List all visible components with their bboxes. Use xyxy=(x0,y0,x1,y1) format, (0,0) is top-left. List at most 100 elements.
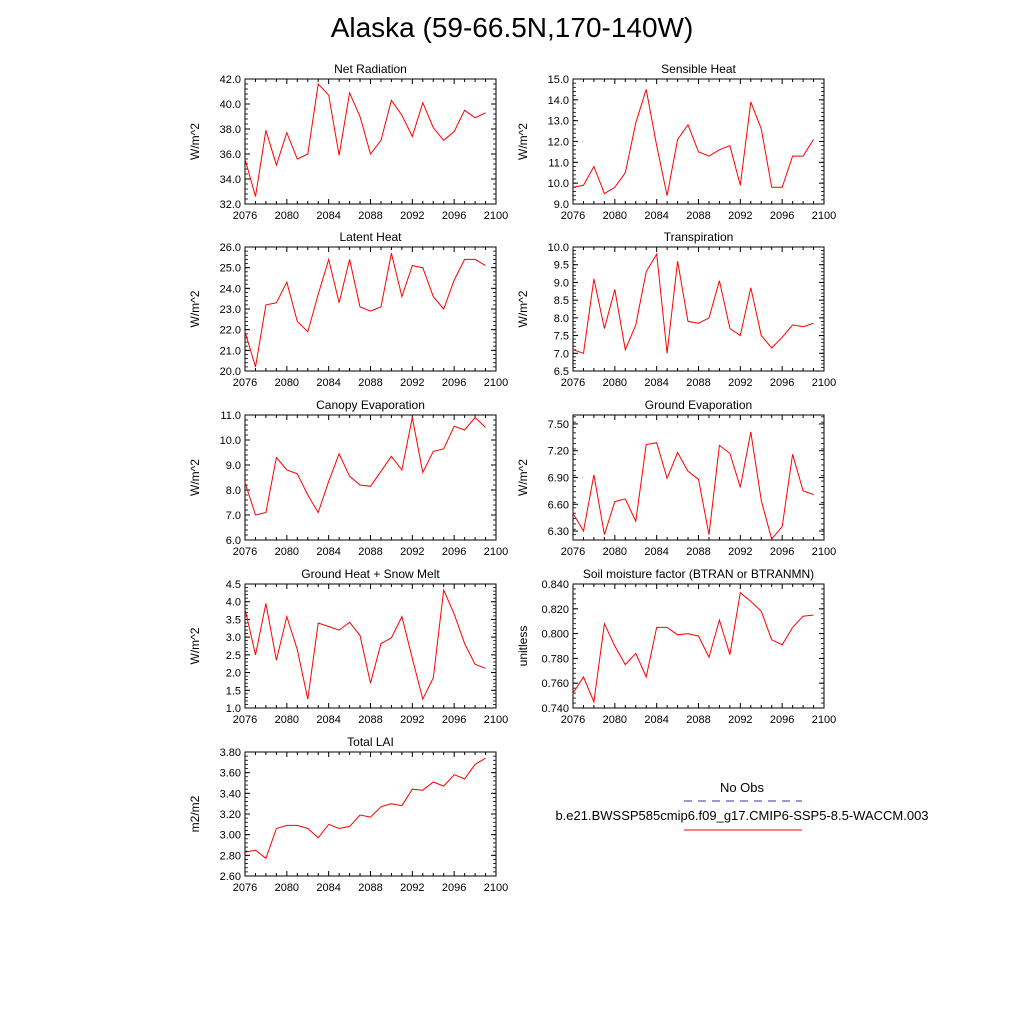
x-tick-label: 2080 xyxy=(275,714,299,726)
plot-frame xyxy=(572,78,825,205)
series-line xyxy=(244,253,486,368)
x-tick-label: 2092 xyxy=(400,882,424,894)
panel-title: Ground Evaporation xyxy=(645,398,752,412)
x-tick-label: 2080 xyxy=(603,714,627,726)
y-tick-label: 9.0 xyxy=(554,277,569,289)
panel-title: Canopy Evaporation xyxy=(316,398,425,412)
y-tick-label: 2.80 xyxy=(220,850,241,862)
y-axis-label: W/m^2 xyxy=(188,627,202,664)
plot-frame xyxy=(572,246,825,372)
y-tick-label: 22.0 xyxy=(220,325,241,337)
plot-frame xyxy=(572,414,825,541)
y-axis-label: W/m^2 xyxy=(516,459,530,496)
y-axis-label: unitless xyxy=(516,626,530,667)
y-tick-label: 11.0 xyxy=(220,410,241,422)
x-tick-label: 2084 xyxy=(316,546,340,558)
y-tick-label: 6.60 xyxy=(548,499,569,511)
y-tick-label: 9.0 xyxy=(226,460,241,472)
x-tick-label: 2100 xyxy=(484,546,508,558)
page-title: Alaska (59-66.5N,170-140W) xyxy=(330,12,694,43)
x-tick-label: 2100 xyxy=(484,377,508,389)
series-line xyxy=(244,82,486,197)
y-tick-label: 1.0 xyxy=(226,703,241,715)
y-axis-label: m2/m2 xyxy=(188,795,202,832)
panel-transpiration: Transpiration W/m^2 2076 2080 2084 2088 2092 20… xyxy=(516,230,836,389)
panel-title: Transpiration xyxy=(664,230,734,244)
y-tick-label: 8.0 xyxy=(226,485,241,497)
x-tick-label: 2076 xyxy=(233,377,257,389)
x-tick-label: 2076 xyxy=(561,546,585,558)
y-tick-label: 0.740 xyxy=(541,703,569,715)
y-tick-label: 9.0 xyxy=(554,199,569,211)
y-tick-label: 8.5 xyxy=(554,295,569,307)
x-tick-label: 2092 xyxy=(400,210,424,222)
x-tick-label: 2096 xyxy=(442,210,466,222)
y-tick-label: 3.40 xyxy=(220,788,241,800)
panel-title: Sensible Heat xyxy=(661,62,736,76)
y-tick-label: 7.0 xyxy=(554,348,569,360)
y-tick-label: 3.80 xyxy=(220,747,241,759)
y-tick-label: 23.0 xyxy=(220,304,241,316)
x-tick-label: 2100 xyxy=(484,210,508,222)
x-tick-label: 2076 xyxy=(233,210,257,222)
y-tick-label: 20.0 xyxy=(220,366,241,378)
x-tick-label: 2076 xyxy=(233,714,257,726)
panel-ground-heat-snow-melt: Ground Heat + Snow Melt W/m^2 2076 2080 2084… xyxy=(188,567,508,726)
series-line xyxy=(244,757,486,860)
y-tick-label: 12.0 xyxy=(548,137,569,149)
panel-title: Total LAI xyxy=(347,735,394,749)
y-tick-label: 7.50 xyxy=(548,419,569,431)
x-tick-label: 2096 xyxy=(770,546,794,558)
y-tick-label: 0.760 xyxy=(541,678,569,690)
x-tick-label: 2076 xyxy=(561,714,585,726)
y-axis-label: W/m^2 xyxy=(188,123,202,160)
y-tick-label: 4.0 xyxy=(226,597,241,609)
y-tick-label: 7.5 xyxy=(554,331,569,343)
y-axis-label: W/m^2 xyxy=(516,290,530,327)
x-tick-label: 2100 xyxy=(812,377,836,389)
x-tick-label: 2076 xyxy=(561,210,585,222)
y-tick-label: 40.0 xyxy=(220,99,241,111)
y-tick-label: 3.0 xyxy=(226,632,241,644)
series-line xyxy=(244,588,486,701)
panel-title: Soil moisture factor (BTRAN or BTRANMN) xyxy=(583,567,814,581)
y-tick-label: 24.0 xyxy=(220,283,241,295)
x-tick-label: 2084 xyxy=(644,714,668,726)
x-tick-label: 2088 xyxy=(686,546,710,558)
y-tick-label: 13.0 xyxy=(548,116,569,128)
x-tick-label: 2088 xyxy=(358,714,382,726)
y-tick-label: 11.0 xyxy=(548,157,569,169)
x-tick-label: 2100 xyxy=(812,210,836,222)
y-tick-label: 7.20 xyxy=(548,446,569,458)
x-tick-label: 2084 xyxy=(644,546,668,558)
x-tick-label: 2076 xyxy=(561,377,585,389)
y-tick-label: 34.0 xyxy=(220,174,241,186)
y-tick-label: 21.0 xyxy=(220,345,241,357)
plot-frame xyxy=(244,751,497,877)
series-line xyxy=(572,89,814,196)
x-tick-label: 2080 xyxy=(275,882,299,894)
y-tick-label: 15.0 xyxy=(548,74,569,86)
x-tick-label: 2100 xyxy=(812,546,836,558)
y-tick-label: 42.0 xyxy=(220,74,241,86)
x-tick-label: 2076 xyxy=(233,882,257,894)
y-tick-label: 10.0 xyxy=(220,435,241,447)
y-tick-label: 2.60 xyxy=(220,871,241,883)
x-tick-label: 2084 xyxy=(644,210,668,222)
y-tick-label: 6.0 xyxy=(226,535,241,547)
x-tick-label: 2096 xyxy=(770,377,794,389)
y-tick-label: 9.5 xyxy=(554,260,569,272)
panel-title: Net Radiation xyxy=(334,62,407,76)
y-tick-label: 25.0 xyxy=(220,263,241,275)
y-axis-label: W/m^2 xyxy=(188,290,202,327)
y-tick-label: 8.0 xyxy=(554,313,569,325)
panel-canopy-evaporation: Canopy Evaporation W/m^2 2076 2080 2084 2088 2… xyxy=(188,398,508,558)
x-tick-label: 2084 xyxy=(316,210,340,222)
y-tick-label: 3.20 xyxy=(220,809,241,821)
x-tick-label: 2100 xyxy=(812,714,836,726)
y-tick-label: 3.5 xyxy=(226,614,241,626)
y-tick-label: 14.0 xyxy=(548,95,569,107)
x-tick-label: 2100 xyxy=(484,882,508,894)
legend-label-obs: No Obs xyxy=(720,780,765,795)
